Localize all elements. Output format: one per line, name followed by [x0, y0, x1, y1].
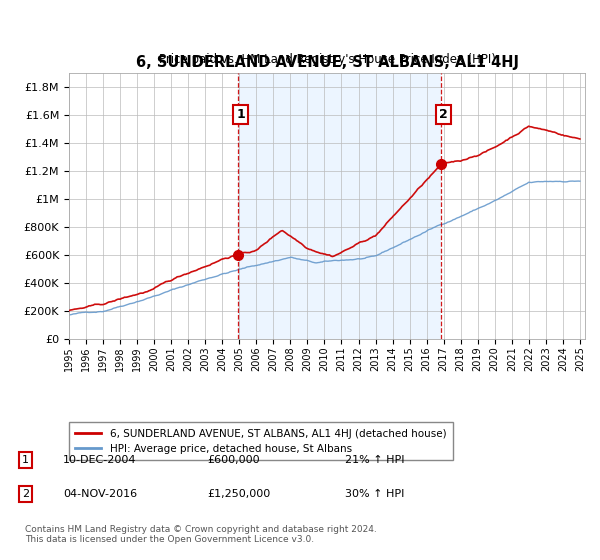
Text: 2: 2 [439, 108, 448, 122]
Text: 10-DEC-2004: 10-DEC-2004 [63, 455, 137, 465]
Text: 30% ↑ HPI: 30% ↑ HPI [345, 489, 404, 499]
Text: 1: 1 [236, 108, 245, 122]
Text: Price paid vs. HM Land Registry's House Price Index (HPI): Price paid vs. HM Land Registry's House … [158, 53, 496, 66]
Text: Contains HM Land Registry data © Crown copyright and database right 2024.
This d: Contains HM Land Registry data © Crown c… [25, 525, 377, 544]
Text: £1,250,000: £1,250,000 [207, 489, 270, 499]
Text: 21% ↑ HPI: 21% ↑ HPI [345, 455, 404, 465]
Text: £600,000: £600,000 [207, 455, 260, 465]
Text: 1: 1 [22, 455, 29, 465]
Text: 2: 2 [22, 489, 29, 499]
Legend: 6, SUNDERLAND AVENUE, ST ALBANS, AL1 4HJ (detached house), HPI: Average price, d: 6, SUNDERLAND AVENUE, ST ALBANS, AL1 4HJ… [69, 422, 452, 460]
Title: 6, SUNDERLAND AVENUE, ST ALBANS, AL1 4HJ: 6, SUNDERLAND AVENUE, ST ALBANS, AL1 4HJ [136, 55, 518, 70]
Bar [238, 73, 441, 339]
Text: 04-NOV-2016: 04-NOV-2016 [63, 489, 137, 499]
